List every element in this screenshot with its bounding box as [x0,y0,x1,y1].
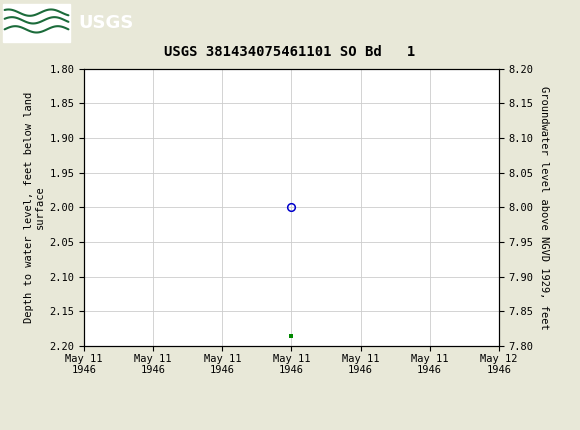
Y-axis label: Depth to water level, feet below land
surface: Depth to water level, feet below land su… [24,92,45,323]
Y-axis label: Groundwater level above NGVD 1929, feet: Groundwater level above NGVD 1929, feet [539,86,549,329]
Text: USGS 381434075461101 SO Bd   1: USGS 381434075461101 SO Bd 1 [164,45,416,59]
Bar [3,3,70,42]
Text: USGS: USGS [78,14,133,31]
